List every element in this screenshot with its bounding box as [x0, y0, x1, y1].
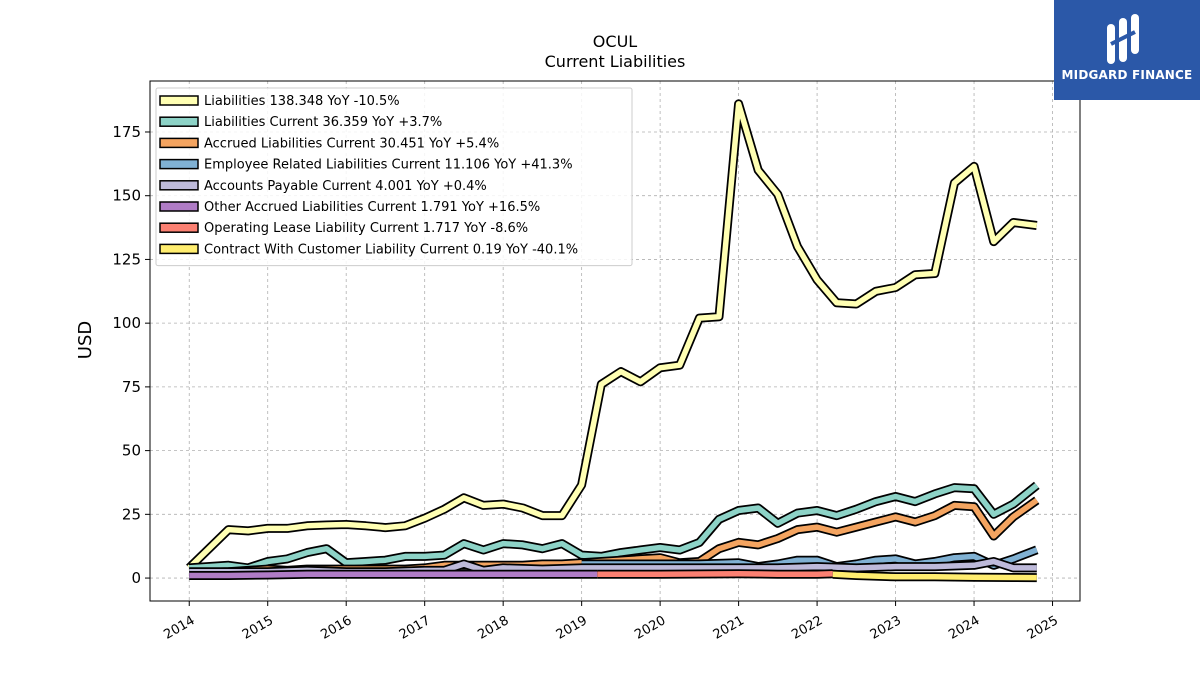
y-axis-label: USD	[75, 321, 96, 359]
midgard-logo-icon	[1107, 14, 1139, 64]
legend-box	[155, 87, 633, 267]
legend-label: Accrued Liabilities Current 30.451 YoY +…	[204, 136, 499, 151]
series-operating-lease-liability-current	[597, 569, 833, 579]
y-tick-label: 100	[112, 314, 141, 332]
series-liabilities	[186, 99, 1038, 572]
y-tick-label: 75	[122, 378, 141, 396]
x-tick-label: 2019	[554, 613, 590, 643]
brand-logo: MIDGARD FINANCE	[1054, 0, 1200, 100]
x-tick-label: 2020	[632, 613, 668, 643]
legend: Liabilities 138.348 YoY -10.5% Liabilitie…	[155, 87, 633, 267]
legend-swatch	[159, 158, 199, 170]
series-liabilities-current	[188, 481, 1040, 573]
x-tick-label: 2023	[868, 613, 904, 643]
chart-title: OCUL	[593, 32, 637, 51]
legend-label: Operating Lease Liability Current 1.717 …	[204, 221, 528, 236]
y-tick-label: 0	[131, 569, 141, 587]
y-tick-label: 175	[112, 123, 141, 141]
legend-entry: Accounts Payable Current 4.001 YoY +0.4%	[159, 179, 487, 194]
x-axis-ticks: 2014 2015 2016 2017 2018 2019 2020 2021 2022 2023…	[161, 601, 1061, 643]
y-tick-label: 125	[112, 250, 141, 268]
x-tick-label: 2015	[240, 613, 276, 643]
legend-swatch	[159, 201, 199, 212]
series-line	[189, 483, 1039, 571]
chart-subtitle: Current Liabilities	[545, 52, 686, 71]
series-line	[597, 570, 833, 577]
series-line	[189, 571, 598, 579]
plot-frame	[149, 80, 1081, 602]
legend-swatch	[159, 180, 199, 191]
legend-entry: Liabilities Current 36.359 YoY +3.7%	[159, 115, 442, 130]
legend-entry: Other Accrued Liabilities Current 1.791 …	[159, 200, 540, 215]
y-axis-ticks: 0 25 50 75 100 125 150 175	[112, 123, 150, 587]
legend-entry: Employee Related Liabilities Current 11.…	[159, 158, 573, 173]
legend-swatch	[159, 95, 199, 106]
legend-label: Liabilities 138.348 YoY -10.5%	[204, 94, 400, 109]
legend-label: Contract With Customer Liability Current…	[204, 242, 578, 257]
x-tick-label: 2025	[1025, 613, 1061, 643]
series-contract-with-customer-liability-current	[832, 569, 1037, 583]
x-tick-label: 2017	[397, 613, 433, 643]
x-tick-label: 2018	[475, 613, 511, 643]
legend-label: Employee Related Liabilities Current 11.…	[204, 158, 573, 173]
x-tick-label: 2024	[946, 613, 982, 643]
brand-name: MIDGARD FINANCE	[1061, 68, 1193, 82]
series-other-accrued-liabilities-current	[189, 569, 598, 580]
legend-label: Accounts Payable Current 4.001 YoY +0.4%	[204, 179, 487, 194]
series-line	[187, 101, 1038, 570]
x-tick-label: 2022	[789, 613, 825, 643]
legend-swatch	[159, 116, 199, 127]
x-tick-label: 2021	[711, 613, 747, 643]
legend-swatch	[159, 222, 199, 233]
x-tick-label: 2016	[318, 613, 354, 643]
y-tick-label: 50	[122, 442, 141, 460]
y-tick-label: 25	[122, 505, 141, 523]
x-tick-label: 2014	[161, 613, 197, 643]
legend-entry: Liabilities 138.348 YoY -10.5%	[159, 94, 400, 109]
legend-swatch	[159, 137, 199, 149]
legend-swatch	[159, 243, 199, 255]
legend-label: Liabilities Current 36.359 YoY +3.7%	[204, 115, 442, 130]
series-line	[832, 571, 1037, 581]
legend-entry: Accrued Liabilities Current 30.451 YoY +…	[159, 136, 499, 151]
legend-entry: Operating Lease Liability Current 1.717 …	[159, 221, 528, 236]
legend-label: Other Accrued Liabilities Current 1.791 …	[204, 200, 540, 215]
y-tick-label: 150	[112, 187, 141, 205]
series-layer	[186, 99, 1040, 583]
legend-entry: Contract With Customer Liability Current…	[159, 242, 578, 257]
